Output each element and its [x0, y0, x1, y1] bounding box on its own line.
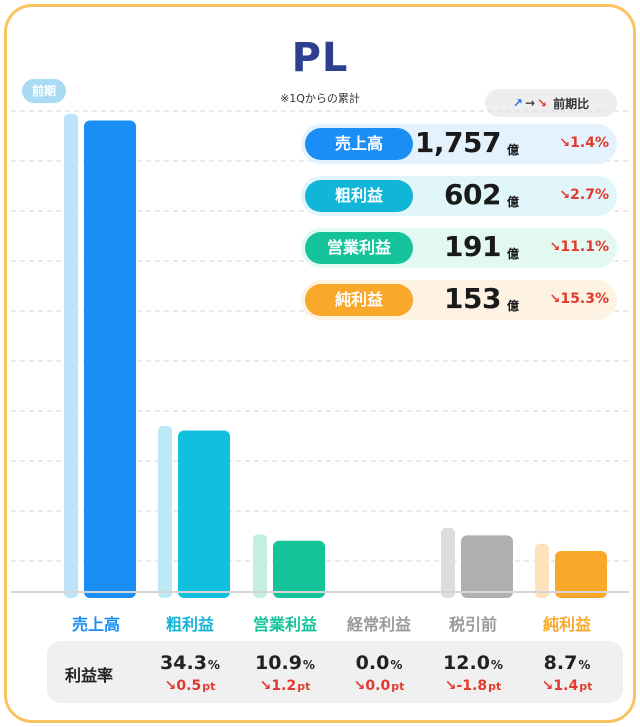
arrow-down-icon: ↘: [541, 678, 554, 694]
kpi-chip: 純利益: [305, 284, 413, 316]
arrow-down-icon: ↘: [537, 96, 548, 110]
kpi-value: 191: [444, 230, 501, 263]
margin-change-value: -1.8: [456, 678, 488, 694]
margin-change: ↘0.0pt: [329, 678, 429, 694]
category-label: 税引前: [448, 615, 497, 634]
current-period-bar: [461, 535, 513, 598]
kpi-change-value: 2.7%: [570, 187, 609, 203]
kpi-gross-profit: 粗利益 602 億 ↘2.7%: [301, 176, 617, 216]
margin-change-value: 1.4: [553, 678, 579, 694]
kpi-chip: 粗利益: [305, 180, 413, 212]
kpi-chip: 売上高: [305, 128, 413, 160]
margin-change-value: 0.5: [176, 678, 202, 694]
kpi-change: ↘15.3%: [550, 291, 609, 307]
arrow-down-icon: ↘: [353, 678, 366, 694]
current-period-bar: [84, 120, 136, 598]
kpi-value: 602: [444, 178, 501, 211]
kpi-chip: 営業利益: [305, 232, 413, 264]
margin-change-unit: pt: [297, 680, 311, 693]
chart-title: PL: [291, 35, 349, 81]
arrow-down-icon: ↘: [549, 240, 561, 255]
kpi-value: 1,757: [414, 126, 502, 159]
category-label: 粗利益: [165, 615, 214, 634]
change-legend: ↗ → ↘ 前期比: [485, 89, 617, 117]
margin-value: 10.9%: [235, 652, 335, 674]
margin-change: ↘1.4pt: [517, 678, 617, 694]
margin-change-unit: pt: [202, 680, 216, 693]
margin-number: 12.0: [443, 652, 490, 674]
current-period-bar: [555, 550, 607, 598]
margin-change-value: 0.0: [365, 678, 391, 694]
margin-unit: %: [302, 658, 315, 672]
arrow-down-icon: ↘: [164, 678, 177, 694]
category-label: 経常利益: [346, 615, 411, 634]
previous-period-bar: [253, 534, 267, 598]
previous-period-bar: [441, 527, 455, 598]
margin-unit: %: [207, 658, 220, 672]
arrow-down-icon: ↘: [559, 136, 571, 151]
category-label: 営業利益: [252, 615, 317, 634]
margin-unit: %: [390, 658, 403, 672]
previous-period-badge: 前期: [22, 79, 66, 103]
pl-card: PL ※1Qからの累計 前期 ↗ → ↘ 前期比 売上高 1,757 億 ↘1.…: [4, 4, 636, 723]
cumulative-note: ※1Qからの累計: [280, 92, 360, 105]
kpi-unit: 億: [506, 195, 519, 209]
margin-value: 8.7%: [517, 652, 617, 674]
margin-number: 10.9: [255, 652, 302, 674]
margin-change: ↘1.2pt: [235, 678, 335, 694]
kpi-sales: 売上高 1,757 億 ↘1.4%: [301, 124, 617, 164]
kpi-unit: 億: [506, 247, 519, 261]
margin-value: 34.3%: [140, 652, 240, 674]
margin-change: ↘0.5pt: [140, 678, 240, 694]
kpi-value: 153: [444, 282, 501, 315]
kpi-change: ↘11.1%: [550, 239, 609, 255]
arrow-down-icon: ↘: [259, 678, 272, 694]
kpi-change: ↘2.7%: [559, 187, 609, 203]
margin-number: 8.7: [543, 652, 578, 674]
kpi-net-profit: 純利益 153 億 ↘15.3%: [301, 280, 617, 320]
legend-label: 前期比: [553, 96, 590, 111]
margin-unit: %: [490, 658, 503, 672]
margin-number: 34.3: [160, 652, 207, 674]
kpi-change-value: 15.3%: [560, 291, 609, 307]
arrow-down-icon: ↘: [549, 292, 561, 307]
kpi-operating-profit: 営業利益 191 億 ↘11.1%: [301, 228, 617, 268]
margin-title: 利益率: [65, 666, 114, 685]
current-period-bar: [178, 430, 230, 598]
margin-change: ↘-1.8pt: [423, 678, 523, 694]
kpi-change-value: 11.1%: [560, 239, 609, 255]
category-label: 純利益: [542, 615, 591, 634]
kpi-unit: 億: [506, 143, 519, 157]
margin-unit: %: [578, 658, 591, 672]
current-period-bar: [273, 540, 325, 598]
kpi-change-value: 1.4%: [570, 135, 609, 151]
arrow-up-icon: ↗: [512, 96, 523, 110]
arrow-down-icon: ↘: [559, 188, 571, 203]
margin-number: 0.0: [355, 652, 390, 674]
arrow-down-icon: ↘: [444, 678, 457, 694]
kpi-unit: 億: [506, 299, 519, 313]
arrow-right-icon: →: [524, 96, 536, 110]
bar-chart: [11, 110, 629, 598]
kpi-change: ↘1.4%: [559, 135, 609, 151]
margin-value: 0.0%: [329, 652, 429, 674]
previous-period-bar: [535, 543, 549, 598]
margin-change-unit: pt: [579, 680, 593, 693]
previous-period-bar: [64, 113, 78, 598]
category-label: 売上高: [71, 615, 120, 634]
previous-period-bar: [158, 425, 172, 598]
margin-value: 12.0%: [423, 652, 523, 674]
margin-change-unit: pt: [391, 680, 405, 693]
margin-change-unit: pt: [488, 680, 502, 693]
margin-row: [47, 641, 623, 703]
margin-change-value: 1.2: [271, 678, 297, 694]
